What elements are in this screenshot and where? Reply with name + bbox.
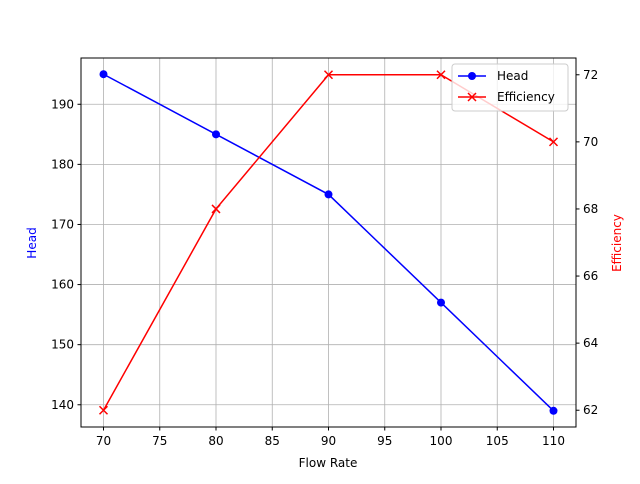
data-point-marker-icon (324, 190, 333, 199)
x-tick-label: 90 (321, 434, 336, 448)
x-axis-ticks: 70 75 80 85 90 95 100 105 110 (96, 427, 565, 448)
data-point-marker-icon (436, 70, 446, 80)
data-point-marker-icon (437, 298, 445, 307)
left-tick-label: 160 (51, 278, 74, 292)
x-tick-label: 85 (265, 434, 280, 448)
data-point-marker-icon (548, 137, 559, 147)
grid-lines (81, 58, 576, 427)
left-axis-ticks: 140 150 160 170 180 190 (51, 97, 81, 412)
left-tick-label: 150 (51, 338, 74, 352)
data-point-marker-icon (549, 406, 558, 415)
data-point-marker-icon (211, 204, 221, 214)
data-point-marker-icon (98, 405, 109, 415)
right-tick-label: 72 (583, 68, 598, 82)
right-tick-label: 62 (583, 403, 598, 417)
left-axis-label: Head (25, 227, 39, 258)
x-tick-label: 80 (208, 434, 223, 448)
x-tick-label: 75 (152, 434, 167, 448)
x-tick-label: 70 (96, 434, 111, 448)
legend-head-label: Head (497, 69, 528, 83)
right-tick-label: 64 (583, 336, 598, 350)
right-axis-ticks: 62 64 66 68 70 72 (576, 68, 598, 417)
legend-head-marker-icon (468, 72, 476, 80)
right-tick-label: 70 (583, 135, 598, 149)
right-tick-label: 68 (583, 202, 598, 216)
left-tick-label: 170 (51, 217, 74, 231)
legend-efficiency-label: Efficiency (497, 90, 555, 104)
data-point-marker-icon (323, 70, 334, 80)
data-point-marker-icon (99, 70, 108, 79)
left-tick-label: 190 (51, 97, 74, 111)
right-tick-label: 66 (583, 269, 598, 283)
x-tick-label: 110 (542, 434, 565, 448)
legend-efficiency-marker-icon (467, 92, 477, 102)
left-tick-label: 140 (51, 398, 74, 412)
right-axis-label: Efficiency (610, 214, 624, 272)
x-tick-label: 105 (486, 434, 509, 448)
x-tick-label: 95 (377, 434, 392, 448)
x-axis-label: Flow Rate (299, 456, 358, 470)
data-point-marker-icon (212, 130, 220, 139)
x-tick-label: 100 (430, 434, 453, 448)
left-tick-label: 180 (51, 157, 74, 171)
legend: Head Efficiency (451, 63, 569, 112)
